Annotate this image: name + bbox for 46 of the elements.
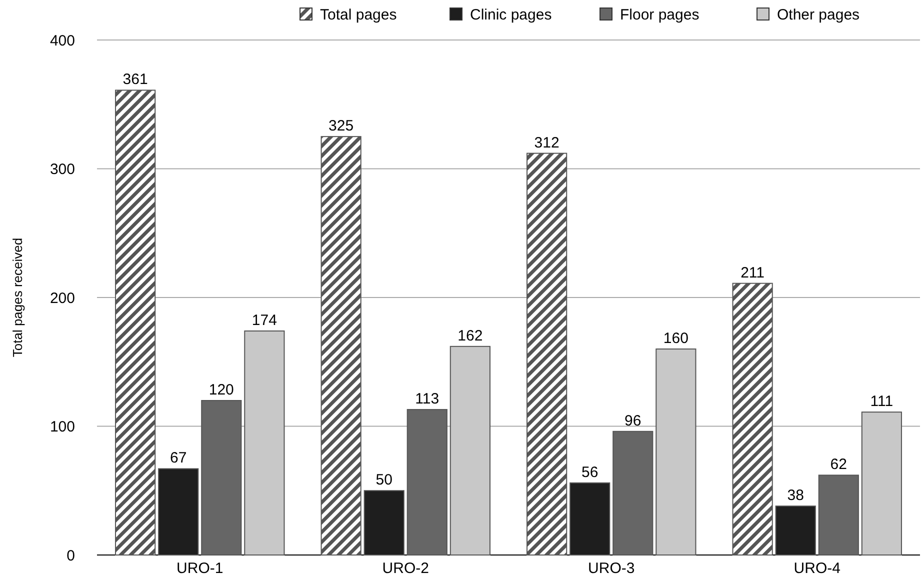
data-label: 211 <box>740 264 765 282</box>
bar <box>320 136 362 556</box>
data-label: 50 <box>376 472 392 489</box>
data-label: 67 <box>170 450 187 467</box>
x-tick-label: URO-1 <box>176 560 224 577</box>
bar <box>732 282 773 556</box>
data-label: 174 <box>252 312 277 329</box>
legend-label: Clinic pages <box>470 6 552 24</box>
bar <box>612 430 654 556</box>
data-label: 56 <box>582 464 598 481</box>
x-tick-label: URO-4 <box>794 560 840 577</box>
y-tick-label: 400 <box>50 32 75 50</box>
bar <box>775 506 816 556</box>
data-label: 62 <box>830 456 847 474</box>
y-tick-label: 200 <box>50 290 75 307</box>
data-label: 96 <box>624 412 642 430</box>
legend-label: Floor pages <box>620 6 700 24</box>
y-axis-title: Total pages received <box>10 238 25 358</box>
bar <box>450 346 490 556</box>
bar <box>364 490 404 556</box>
bar <box>526 152 568 556</box>
legend-label: Other pages <box>777 6 860 24</box>
x-tick-label: URO-2 <box>382 560 429 577</box>
bar <box>158 468 199 556</box>
data-label: 160 <box>663 330 688 347</box>
data-label: 361 <box>122 71 148 88</box>
bar <box>406 409 448 556</box>
data-label: 38 <box>787 487 804 504</box>
bar <box>570 482 610 556</box>
bar <box>244 330 285 556</box>
y-tick-label: 300 <box>50 161 75 178</box>
bar <box>201 400 242 556</box>
data-label: 162 <box>458 327 483 344</box>
bar <box>656 348 696 556</box>
legend-label: Total pages <box>320 6 397 24</box>
x-tick-label: URO-3 <box>588 560 635 577</box>
data-label: 325 <box>328 118 354 135</box>
data-label: 312 <box>534 134 560 152</box>
data-label: 111 <box>870 393 894 410</box>
y-tick-label: 100 <box>50 418 75 436</box>
bar <box>115 90 156 556</box>
bar <box>818 474 859 556</box>
y-tick-label: 0 <box>66 547 75 564</box>
bar <box>861 412 902 556</box>
data-label: 120 <box>208 382 234 398</box>
data-label: 113 <box>415 390 440 408</box>
